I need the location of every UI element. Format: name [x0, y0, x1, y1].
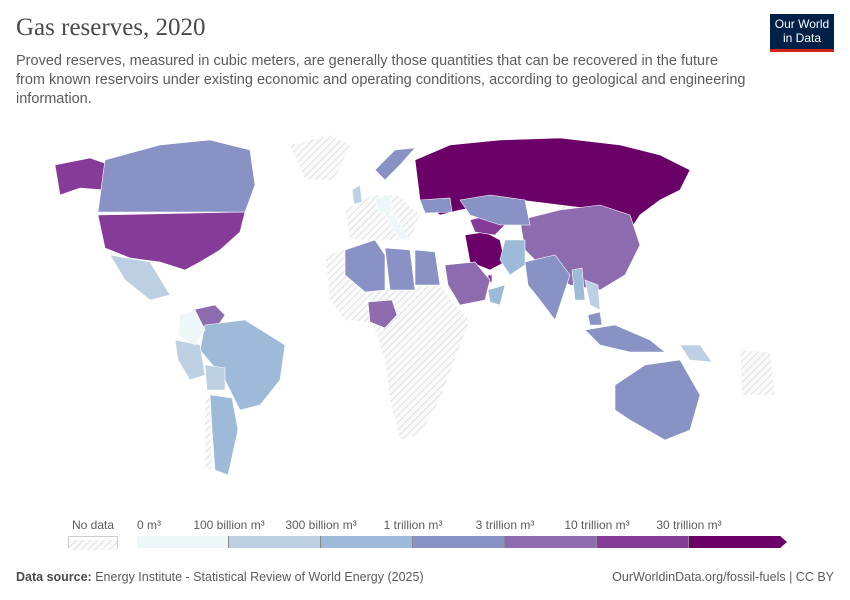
legend-label: 0 m³ — [137, 518, 161, 532]
legend-label: 1 trillion m³ — [383, 518, 443, 532]
legend-no-data-label: No data — [71, 518, 115, 532]
legend-label: 10 trillion m³ — [564, 518, 630, 532]
country-papua-new-guinea[interactable] — [679, 344, 713, 363]
country-bolivia[interactable] — [204, 364, 226, 391]
legend-bin-3[interactable] — [413, 536, 505, 548]
country-egypt[interactable] — [414, 249, 441, 286]
country-canada[interactable] — [97, 139, 256, 213]
legend-no-data-swatch[interactable] — [68, 536, 118, 550]
country-russia[interactable] — [414, 137, 691, 231]
country-libya[interactable] — [384, 247, 416, 291]
legend-bin-0[interactable] — [137, 536, 229, 548]
country-nigeria[interactable] — [367, 299, 398, 329]
country-india[interactable] — [524, 254, 571, 321]
country-indonesia[interactable] — [584, 324, 666, 353]
source-text: Energy Institute - Statistical Review of… — [95, 570, 424, 584]
legend-bin-5[interactable] — [597, 536, 689, 548]
country-italy[interactable] — [384, 214, 409, 241]
legend-label: 100 billion m³ — [193, 518, 265, 532]
country-germany[interactable] — [374, 194, 393, 213]
country-colombia[interactable] — [177, 309, 206, 346]
map-legend: No data 0 m³ 100 billion m³ 300 billion m³… — [0, 510, 850, 550]
country-oman[interactable] — [487, 284, 506, 306]
owid-logo[interactable]: Our World in Data — [770, 14, 834, 52]
country-kazakhstan[interactable] — [459, 194, 531, 226]
country-norway[interactable] — [374, 147, 416, 181]
source-label: Data source: — [16, 570, 92, 584]
legend-label: 3 trillion m³ — [475, 518, 535, 532]
country-algeria[interactable] — [344, 239, 386, 293]
country-ukraine[interactable] — [419, 197, 453, 214]
legend-bin-2[interactable] — [321, 536, 413, 548]
country-mexico[interactable] — [109, 254, 171, 301]
legend-bin-4[interactable] — [505, 536, 597, 548]
country-greenland[interactable] — [289, 134, 351, 181]
country-pakistan[interactable] — [499, 239, 526, 276]
world-map — [54, 134, 776, 476]
country-brazil[interactable] — [199, 319, 286, 411]
country-myanmar[interactable] — [571, 267, 586, 301]
country-saudi-arabia[interactable] — [444, 261, 491, 306]
chart-subtitle: Proved reserves, measured in cubic meter… — [16, 53, 746, 107]
legend-label: 300 billion m³ — [285, 518, 357, 532]
chart-title: Gas reserves, 2020 — [16, 14, 206, 41]
country-united-states[interactable] — [97, 211, 246, 271]
legend-bin-1[interactable] — [229, 536, 321, 548]
country-thailand[interactable] — [584, 279, 601, 311]
country-malaysia[interactable] — [587, 311, 603, 326]
legend-arrow-icon — [780, 536, 787, 548]
legend-label: 30 trillion m³ — [656, 518, 722, 532]
legend-bin-6[interactable] — [689, 536, 781, 548]
country-chile[interactable] — [204, 397, 213, 471]
footer-link[interactable]: OurWorldinData.org/fossil-fuels | CC BY — [612, 570, 834, 584]
data-source: Data source: Energy Institute - Statisti… — [16, 570, 424, 584]
country-argentina[interactable] — [209, 394, 239, 476]
country-islands[interactable] — [739, 349, 776, 396]
country-australia[interactable] — [614, 359, 701, 441]
country-united-kingdom[interactable] — [351, 184, 363, 205]
